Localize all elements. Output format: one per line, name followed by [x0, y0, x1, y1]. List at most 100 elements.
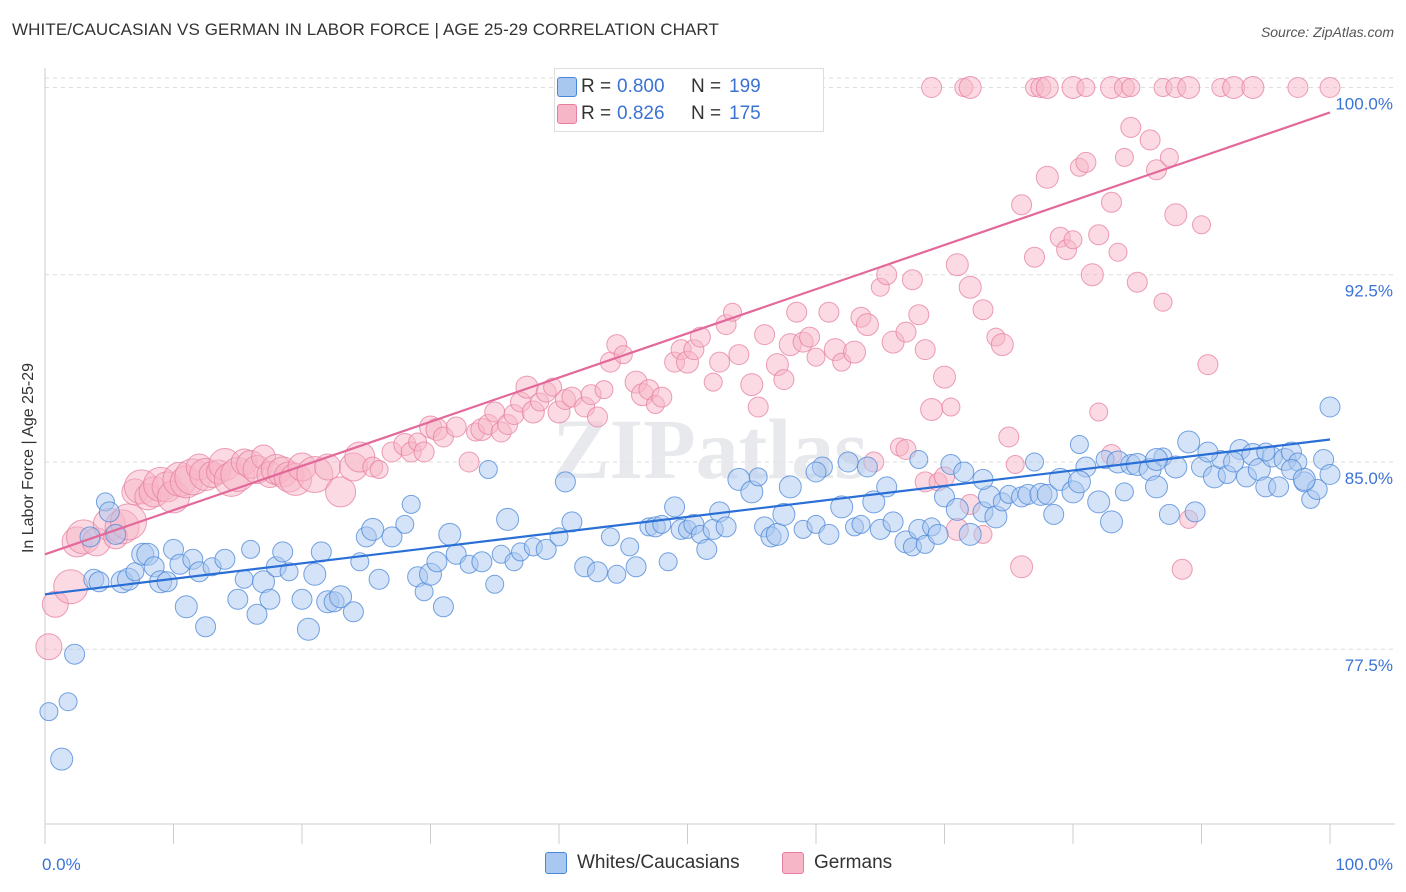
german-point [921, 77, 943, 98]
german-point [786, 301, 808, 323]
german-point [1159, 147, 1179, 167]
y-tick-label: 77.5% [1345, 656, 1393, 675]
white-point [535, 538, 557, 560]
white-point [381, 526, 403, 548]
german-point [1192, 215, 1211, 235]
german-point [1164, 203, 1188, 227]
bottom-legend: Whites/Caucasians Germans [0, 852, 1406, 876]
white-point [368, 568, 390, 590]
white-point [945, 497, 969, 521]
german-point [1177, 76, 1201, 99]
white-point [830, 495, 854, 519]
white-point [426, 551, 448, 573]
white-point [438, 522, 462, 546]
german-point [1197, 354, 1219, 376]
white-point [664, 496, 686, 518]
legend-r-value: 0.800 [617, 76, 665, 97]
german-point [1319, 77, 1341, 98]
german-point [958, 275, 982, 299]
german-point [1222, 76, 1246, 99]
german-point [1108, 242, 1128, 262]
white-point [234, 569, 254, 589]
legend-row-white: R = 0.800 N = 199 [557, 75, 761, 99]
white-point [156, 571, 178, 593]
trend-lines [44, 111, 1331, 596]
legend-n-value: 175 [729, 103, 761, 124]
german-point [1101, 191, 1122, 213]
white-point [310, 541, 332, 563]
white-point [862, 490, 886, 514]
white-point [1158, 503, 1180, 525]
german-point [709, 351, 731, 373]
white-point [259, 588, 281, 610]
bottom-legend-label: Whites/Caucasians [577, 852, 740, 873]
german-point [1035, 165, 1059, 189]
white-point [50, 747, 74, 771]
white-point [227, 588, 249, 610]
white-point [652, 514, 672, 534]
german-point [945, 253, 969, 277]
white-point [329, 585, 353, 609]
white-point [39, 702, 59, 722]
white-point [882, 511, 904, 533]
white-points [39, 396, 1341, 771]
white-point [715, 516, 737, 538]
y-axis-title: In Labor Force | Age 25-29 [20, 363, 37, 553]
german-point [806, 347, 826, 367]
german-point [1075, 151, 1097, 173]
white-point [1036, 483, 1058, 505]
white-point [401, 494, 421, 514]
german-point [895, 321, 917, 343]
german-point [1089, 402, 1109, 422]
white-point [471, 551, 493, 573]
white-point [620, 537, 640, 557]
chart-title: WHITE/CAUCASIAN VS GERMAN IN LABOR FORCE… [12, 20, 719, 39]
white-point [1292, 467, 1316, 491]
german-point [594, 380, 614, 400]
german-point [914, 339, 936, 361]
german-point [587, 406, 608, 428]
white-point [837, 451, 859, 473]
german-point [1171, 558, 1193, 580]
german-point [325, 476, 357, 508]
white-point [818, 523, 840, 545]
white-point [272, 541, 294, 563]
white-point [246, 603, 268, 625]
german-points [35, 76, 1341, 661]
white-point [1177, 430, 1201, 454]
german-point [703, 372, 723, 392]
white-point [432, 596, 454, 618]
white-point [805, 461, 827, 483]
german-point [1010, 555, 1034, 579]
german-point [998, 426, 1020, 448]
german-point [908, 304, 930, 326]
german-point [728, 344, 750, 366]
bottom-legend-white: Whites/Caucasians [545, 852, 740, 874]
german-point [1287, 77, 1309, 98]
legend-r-value: 0.826 [617, 103, 665, 124]
white-point [98, 501, 120, 523]
german-point [1121, 78, 1141, 97]
white-point [1223, 451, 1245, 473]
white-point [195, 616, 217, 638]
german-point [933, 365, 956, 389]
bottom-legend-swatch-white [545, 852, 567, 874]
german-point [689, 326, 711, 348]
german-point [1080, 263, 1104, 287]
german-point [941, 397, 961, 417]
bottom-legend-label: Germans [814, 852, 893, 873]
white-point [174, 595, 198, 619]
white-point [214, 548, 236, 570]
white-point [1145, 475, 1168, 499]
white-point [658, 552, 678, 572]
x-tick-label: 0.0% [42, 855, 81, 874]
legend-swatch-white [557, 77, 577, 97]
bottom-legend-german: Germans [782, 852, 892, 874]
white-point [79, 526, 101, 548]
white-point [1067, 470, 1091, 494]
german-point [972, 299, 994, 321]
german-point [1076, 78, 1096, 97]
legend: R = 0.800 N = 199 R = 0.826 N = 175 [554, 68, 824, 132]
white-point [64, 643, 86, 665]
